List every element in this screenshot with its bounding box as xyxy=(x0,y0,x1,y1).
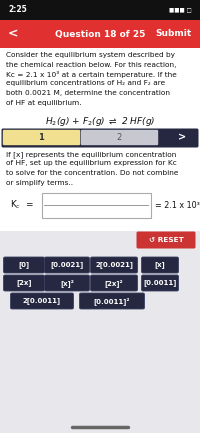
Text: K$_c$  =: K$_c$ = xyxy=(10,199,34,211)
FancyBboxPatch shape xyxy=(90,275,138,291)
FancyBboxPatch shape xyxy=(142,275,179,291)
FancyBboxPatch shape xyxy=(4,257,44,273)
Text: Submit: Submit xyxy=(156,29,192,39)
Text: or simplify terms..: or simplify terms.. xyxy=(6,180,73,185)
Text: [x]: [x] xyxy=(155,262,165,268)
FancyBboxPatch shape xyxy=(90,257,138,273)
Text: Consider the equilibrium system described by: Consider the equilibrium system describe… xyxy=(6,52,175,58)
FancyBboxPatch shape xyxy=(136,232,196,249)
Text: the chemical reaction below. For this reaction,: the chemical reaction below. For this re… xyxy=(6,61,176,68)
Text: <: < xyxy=(8,28,18,41)
Text: [0.0011]: [0.0011] xyxy=(143,280,177,287)
Text: [2x]²: [2x]² xyxy=(105,279,123,287)
Text: Question 18 of 25: Question 18 of 25 xyxy=(55,29,145,39)
FancyBboxPatch shape xyxy=(2,129,198,148)
Text: 2[0.0011]: 2[0.0011] xyxy=(23,297,61,304)
Text: of HF at equilibrium.: of HF at equilibrium. xyxy=(6,100,82,106)
FancyBboxPatch shape xyxy=(10,293,74,309)
Text: [0.0011]²: [0.0011]² xyxy=(94,297,130,305)
FancyBboxPatch shape xyxy=(44,257,90,273)
Text: If [x] represents the equilibrium concentration: If [x] represents the equilibrium concen… xyxy=(6,151,176,158)
FancyBboxPatch shape xyxy=(3,130,80,145)
Text: of HF, set up the equilibrium expression for Kc: of HF, set up the equilibrium expression… xyxy=(6,161,177,167)
FancyBboxPatch shape xyxy=(81,130,158,145)
FancyBboxPatch shape xyxy=(0,0,200,20)
Text: 2:25: 2:25 xyxy=(8,6,27,14)
Text: >: > xyxy=(178,132,186,142)
FancyBboxPatch shape xyxy=(4,275,44,291)
FancyBboxPatch shape xyxy=(80,293,144,309)
Text: [0.0021]: [0.0021] xyxy=(50,262,84,268)
Text: ↺ RESET: ↺ RESET xyxy=(149,237,183,243)
Text: 1: 1 xyxy=(38,133,44,142)
FancyBboxPatch shape xyxy=(44,275,90,291)
Text: 2: 2 xyxy=(116,133,122,142)
FancyBboxPatch shape xyxy=(0,231,200,433)
FancyBboxPatch shape xyxy=(42,193,151,217)
Text: [0]: [0] xyxy=(18,262,30,268)
Text: = 2.1 x 10³: = 2.1 x 10³ xyxy=(155,200,200,210)
Text: 2[0.0021]: 2[0.0021] xyxy=(95,262,133,268)
Text: both 0.0021 M, determine the concentration: both 0.0021 M, determine the concentrati… xyxy=(6,90,170,96)
Text: Kc = 2.1 x 10³ at a certain temperature. If the: Kc = 2.1 x 10³ at a certain temperature.… xyxy=(6,71,177,78)
Text: [x]²: [x]² xyxy=(60,279,74,287)
FancyBboxPatch shape xyxy=(0,20,200,48)
FancyBboxPatch shape xyxy=(0,48,200,231)
FancyBboxPatch shape xyxy=(142,257,179,273)
Text: equilibrium concentrations of H₂ and F₂ are: equilibrium concentrations of H₂ and F₂ … xyxy=(6,81,165,87)
Text: ■■■ □: ■■■ □ xyxy=(169,7,192,13)
Text: to solve for the concentration. Do not combine: to solve for the concentration. Do not c… xyxy=(6,170,178,176)
Text: [2x]: [2x] xyxy=(16,280,32,287)
Text: H$_2$(g) + F$_2$(g) $\rightleftharpoons$ 2 HF(g): H$_2$(g) + F$_2$(g) $\rightleftharpoons$… xyxy=(45,115,155,128)
